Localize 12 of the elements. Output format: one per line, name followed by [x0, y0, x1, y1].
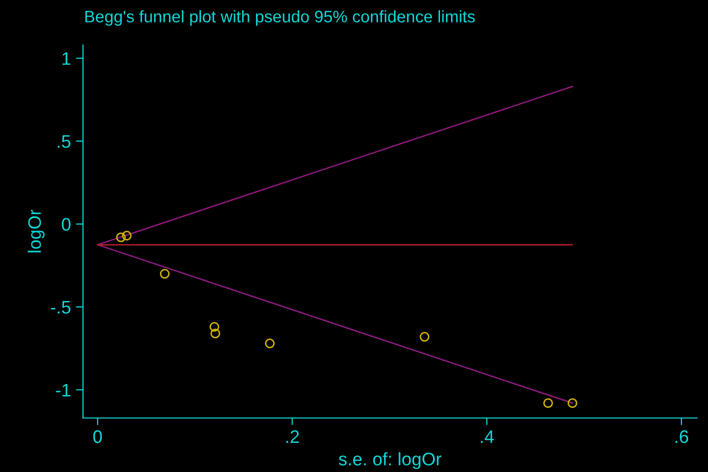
- y-axis-title: logOr: [28, 210, 45, 252]
- x-tick-label: .4: [480, 430, 494, 443]
- x-axis-title: s.e. of: logOr: [338, 452, 442, 470]
- chart-title: Begg's funnel plot with pseudo 95% confidence limits: [85, 10, 475, 26]
- y-tick-label: -.5: [50, 301, 70, 314]
- y-tick-label: 0: [62, 218, 70, 231]
- y-tick-label: -1: [56, 384, 70, 396]
- x-tick-label: .2: [286, 430, 299, 443]
- y-tick-label: 1: [62, 52, 70, 65]
- y-tick-label: .5: [58, 135, 70, 148]
- x-tick-label: 0: [93, 430, 102, 444]
- x-tick-label: .6: [676, 430, 688, 444]
